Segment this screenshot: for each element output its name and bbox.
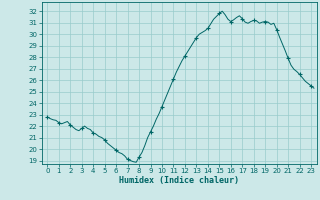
X-axis label: Humidex (Indice chaleur): Humidex (Indice chaleur): [119, 176, 239, 185]
